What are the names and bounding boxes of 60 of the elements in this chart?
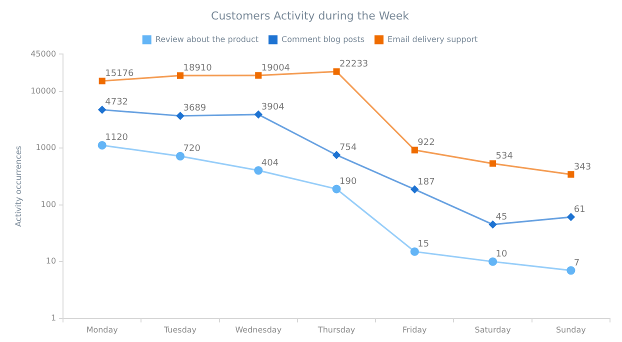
legend-label: Email delivery support (388, 34, 478, 44)
y-tick-label: 10000 (30, 86, 56, 96)
point (411, 146, 418, 154)
y-tick-label: 45000 (30, 49, 56, 58)
point (410, 186, 418, 194)
data-label: 720 (183, 144, 201, 154)
data-label: 534 (496, 151, 514, 162)
legend-label: Comment blog posts (282, 34, 365, 44)
point (568, 171, 574, 178)
x-tick-label: Monday (86, 325, 118, 334)
point (98, 78, 106, 84)
x-tick-label: Saturday (474, 325, 512, 334)
x-tick-label: Friday (402, 325, 428, 334)
legend-label: Review about the product (155, 34, 259, 44)
data-label: 15 (418, 239, 430, 250)
x-tick-label: Sunday (556, 325, 586, 334)
point (254, 166, 263, 175)
point (567, 213, 575, 221)
point (254, 110, 262, 118)
data-label: 4732 (105, 98, 128, 108)
point (488, 220, 497, 228)
data-label: 22233 (340, 59, 368, 70)
y-tick-label: 10 (46, 256, 56, 266)
data-label: 404 (261, 158, 279, 168)
data-label: 45 (496, 212, 508, 222)
data-label: 754 (340, 142, 357, 153)
x-tick-label: Thursday (316, 325, 356, 334)
point (176, 152, 185, 160)
data-label: 15176 (105, 68, 134, 79)
data-label: 922 (418, 138, 435, 148)
data-label: 187 (418, 177, 435, 188)
y-tick-label: 1 (50, 313, 56, 322)
point (488, 257, 498, 266)
point (98, 140, 106, 150)
point (332, 151, 340, 159)
point (410, 247, 419, 256)
data-label: 19004 (261, 63, 290, 74)
point (566, 266, 576, 275)
y-tick-label: 1000 (36, 143, 56, 152)
x-tick-label: Wednesday (235, 325, 282, 334)
data-label: 343 (574, 162, 592, 172)
point (176, 72, 184, 79)
point (176, 112, 184, 120)
data-label: 18910 (183, 63, 212, 74)
chart-title: Customers Activity during the Week (211, 9, 410, 22)
data-label: 1120 (105, 133, 128, 144)
y-tick-label: 100 (40, 200, 56, 209)
y-axis-title: Activity occurrences (14, 146, 23, 227)
data-label: 3689 (183, 104, 206, 114)
point (333, 68, 340, 75)
point (332, 184, 341, 194)
data-label: 7 (574, 258, 580, 268)
data-label: 61 (574, 204, 586, 215)
data-label: 3904 (261, 102, 285, 112)
point (255, 72, 262, 79)
data-label: 190 (340, 176, 357, 187)
point (98, 106, 106, 114)
point (490, 160, 496, 167)
data-label: 10 (496, 249, 508, 260)
x-tick-label: Tuesday (162, 325, 197, 334)
